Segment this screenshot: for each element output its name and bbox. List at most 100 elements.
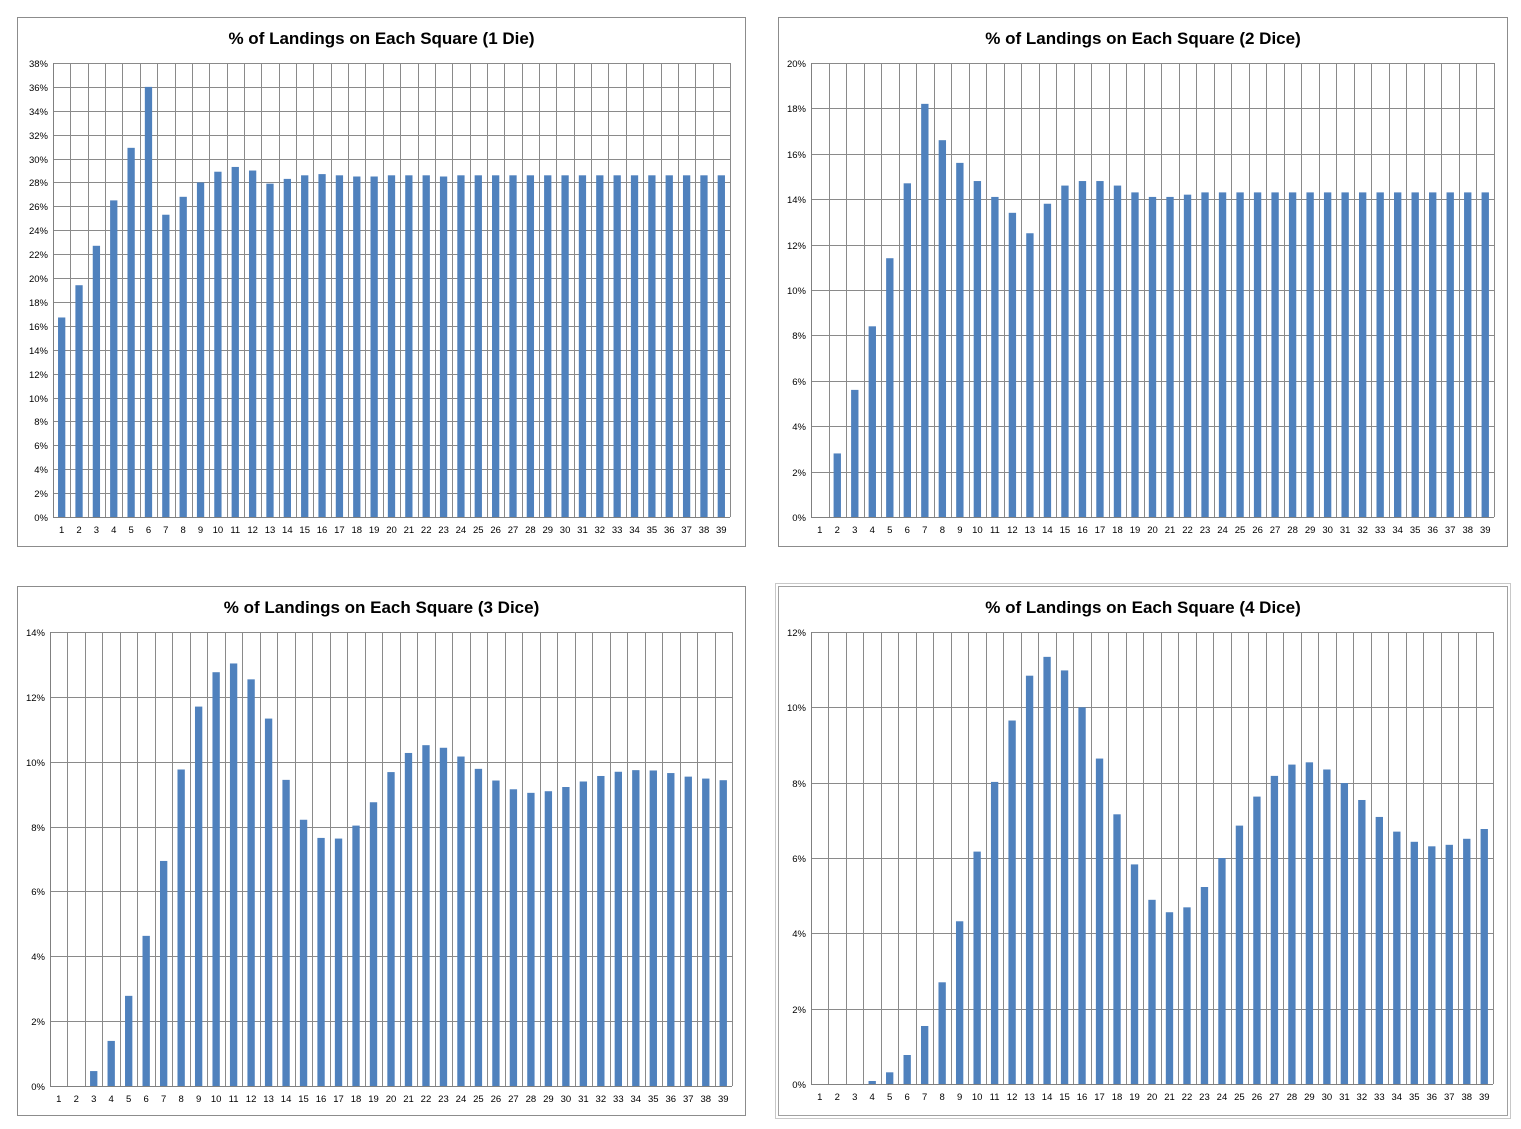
bar-square-13 (1025, 675, 1034, 1084)
x-tick-label: 17 (1094, 1092, 1105, 1103)
bar-square-6 (903, 1055, 911, 1084)
x-tick-label: 35 (648, 1094, 659, 1105)
x-tick-label: 8 (181, 525, 186, 536)
x-tick-label: 28 (526, 1094, 537, 1105)
bar-square-35 (649, 770, 657, 1086)
x-tick-label: 29 (542, 525, 553, 536)
x-tick-label: 25 (473, 525, 484, 536)
bar-square-39 (1480, 829, 1488, 1084)
bar-square-2 (75, 285, 83, 517)
x-tick-label: 10 (213, 525, 224, 536)
x-tick-label: 9 (196, 1094, 201, 1105)
y-tick-label: 0% (792, 1080, 806, 1091)
bar-square-27 (509, 789, 518, 1086)
x-tick-label: 22 (421, 525, 432, 536)
bar-square-29 (544, 791, 553, 1086)
x-tick-label: 7 (163, 525, 168, 536)
bar-square-29 (544, 175, 552, 517)
bar-square-20 (387, 175, 396, 517)
y-tick-label: 8% (31, 823, 45, 834)
bar-square-17 (335, 175, 344, 517)
x-tick-label: 9 (957, 1092, 962, 1103)
x-tick-label: 19 (369, 525, 380, 536)
x-tick-label: 17 (334, 525, 345, 536)
bar-square-36 (667, 773, 675, 1086)
x-tick-label: 29 (1304, 1092, 1315, 1103)
x-tick-label: 22 (421, 1094, 432, 1105)
y-tick-label: 4% (792, 929, 806, 940)
x-tick-label: 27 (1270, 525, 1281, 536)
x-tick-label: 37 (1444, 1092, 1455, 1103)
bar-square-11 (229, 663, 238, 1086)
bar-square-37 (684, 776, 692, 1086)
bar-square-35 (1410, 841, 1418, 1084)
x-tick-label: 31 (577, 525, 588, 536)
bar-square-7 (159, 860, 168, 1086)
x-tick-label: 33 (612, 525, 623, 536)
x-tick-label: 36 (664, 525, 675, 536)
x-tick-label: 20 (386, 525, 397, 536)
x-tick-label: 39 (1480, 525, 1491, 536)
x-tick-label: 8 (940, 525, 945, 536)
chart-title: % of Landings on Each Square (1 Die) (228, 29, 534, 48)
bar-square-38 (700, 175, 708, 517)
x-tick-label: 32 (596, 1094, 607, 1105)
x-tick-label: 31 (578, 1094, 589, 1105)
y-tick-label: 0% (34, 513, 48, 524)
bar-square-11 (231, 166, 239, 517)
x-tick-label: 21 (404, 525, 415, 536)
x-tick-label: 27 (1269, 1092, 1280, 1103)
x-tick-label: 29 (1305, 525, 1316, 536)
bar-square-34 (630, 175, 639, 517)
x-tick-label: 36 (666, 1094, 677, 1105)
bar-square-1 (58, 317, 66, 517)
x-tick-label: 14 (1042, 1092, 1053, 1103)
x-tick-label: 39 (718, 1094, 729, 1105)
y-tick-label: 32% (29, 131, 49, 142)
x-tick-label: 34 (631, 1094, 642, 1105)
x-tick-label: 27 (508, 525, 519, 536)
bar-square-22 (422, 175, 430, 517)
x-tick-label: 5 (128, 525, 133, 536)
bar-square-6 (903, 183, 911, 517)
bar-square-28 (527, 792, 535, 1086)
bar-square-29 (1305, 762, 1314, 1084)
x-tick-label: 36 (1427, 525, 1438, 536)
x-tick-label: 7 (922, 1092, 927, 1103)
bar-square-3 (90, 1071, 98, 1086)
bar-square-17 (334, 838, 343, 1086)
x-tick-label: 12 (1007, 525, 1018, 536)
x-tick-label: 32 (595, 525, 606, 536)
x-tick-label: 19 (1130, 525, 1141, 536)
x-tick-label: 18 (1112, 525, 1123, 536)
x-tick-label: 32 (1357, 525, 1368, 536)
y-tick-label: 24% (29, 226, 49, 237)
bar-square-23 (1201, 192, 1209, 517)
y-tick-label: 30% (29, 155, 49, 166)
x-tick-label: 13 (1024, 1092, 1035, 1103)
bar-square-28 (526, 175, 535, 517)
x-tick-label: 23 (438, 1094, 449, 1105)
bar-square-25 (474, 175, 482, 517)
bar-square-39 (719, 780, 727, 1086)
x-tick-label: 35 (1410, 525, 1421, 536)
bar-square-9 (194, 706, 203, 1086)
bar-square-26 (1253, 192, 1262, 517)
y-tick-label: 18% (787, 104, 807, 115)
bar-square-37 (682, 175, 691, 517)
bar-square-5 (125, 995, 133, 1086)
x-tick-label: 3 (852, 525, 857, 536)
x-tick-label: 22 (1182, 1092, 1193, 1103)
bar-square-21 (405, 175, 413, 517)
x-tick-label: 17 (1095, 525, 1106, 536)
x-tick-label: 1 (817, 1092, 822, 1103)
bar-square-27 (509, 175, 517, 517)
x-tick-label: 1 (817, 525, 822, 536)
x-tick-label: 24 (1217, 525, 1228, 536)
x-tick-label: 1 (56, 1094, 61, 1105)
x-tick-label: 27 (508, 1094, 519, 1105)
bar-square-32 (1358, 192, 1367, 517)
bar-square-16 (1078, 707, 1086, 1084)
x-tick-label: 16 (316, 1094, 327, 1105)
x-tick-label: 38 (1462, 525, 1473, 536)
